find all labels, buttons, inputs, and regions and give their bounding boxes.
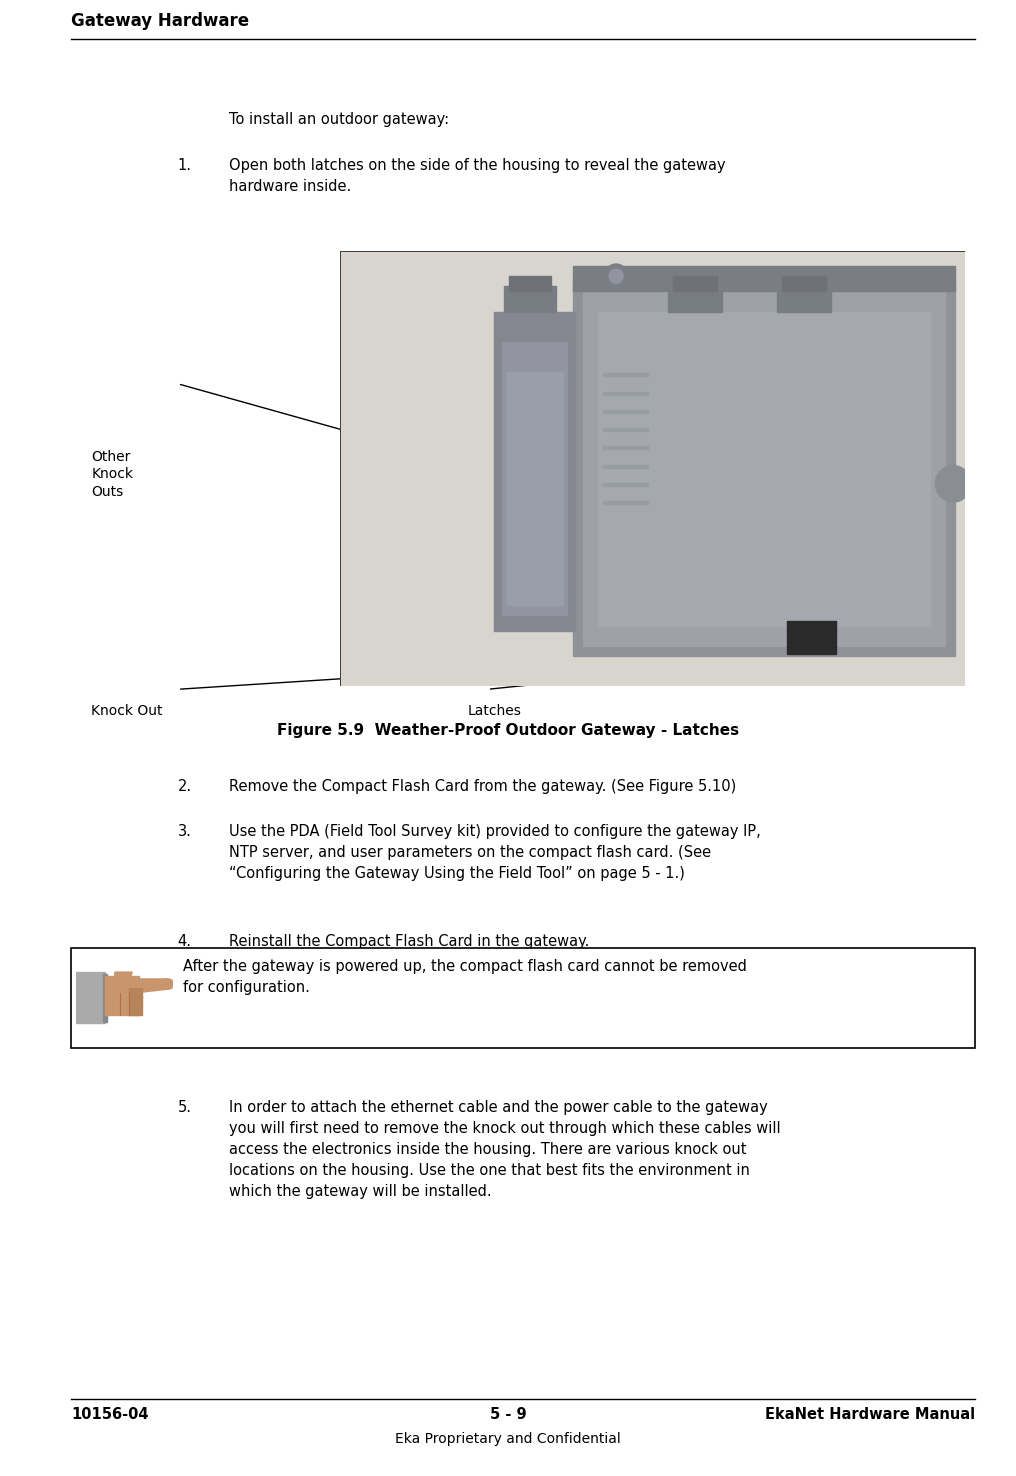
Text: Latches: Latches bbox=[467, 704, 521, 717]
Polygon shape bbox=[673, 276, 717, 291]
Polygon shape bbox=[604, 483, 648, 486]
Text: Knock Out: Knock Out bbox=[91, 704, 163, 717]
Polygon shape bbox=[604, 391, 648, 394]
Text: Eka Proprietary and Confidential: Eka Proprietary and Confidential bbox=[395, 1432, 621, 1445]
Circle shape bbox=[605, 264, 628, 288]
Polygon shape bbox=[494, 311, 575, 630]
Polygon shape bbox=[781, 276, 826, 291]
Text: 4.: 4. bbox=[178, 934, 192, 949]
Text: 2.: 2. bbox=[178, 779, 192, 794]
Text: 3.: 3. bbox=[178, 824, 192, 838]
Circle shape bbox=[163, 979, 174, 989]
Polygon shape bbox=[509, 276, 551, 291]
Text: 1.: 1. bbox=[178, 158, 192, 173]
Text: To install an outdoor gateway:: To install an outdoor gateway: bbox=[229, 112, 449, 127]
Polygon shape bbox=[604, 446, 648, 449]
Text: Open both latches on the side of the housing to reveal the gateway
hardware insi: Open both latches on the side of the hou… bbox=[229, 158, 725, 193]
Polygon shape bbox=[668, 286, 722, 311]
Circle shape bbox=[936, 465, 971, 502]
Text: After the gateway is powered up, the compact flash card cannot be removed
for co: After the gateway is powered up, the com… bbox=[183, 959, 747, 995]
Polygon shape bbox=[129, 987, 142, 998]
Polygon shape bbox=[106, 977, 139, 1015]
FancyBboxPatch shape bbox=[71, 948, 975, 1048]
Polygon shape bbox=[604, 410, 648, 413]
Polygon shape bbox=[507, 372, 563, 605]
Polygon shape bbox=[573, 266, 955, 291]
Text: 10156-04: 10156-04 bbox=[71, 1407, 148, 1421]
Polygon shape bbox=[777, 286, 831, 311]
Polygon shape bbox=[604, 428, 648, 431]
Text: Other
Knock
Outs: Other Knock Outs bbox=[91, 450, 133, 499]
Polygon shape bbox=[786, 620, 836, 654]
Polygon shape bbox=[129, 996, 142, 1007]
Polygon shape bbox=[340, 251, 965, 686]
Polygon shape bbox=[583, 291, 945, 646]
Polygon shape bbox=[502, 342, 568, 615]
Text: Remove the Compact Flash Card from the gateway. (See Figure 5.10): Remove the Compact Flash Card from the g… bbox=[229, 779, 736, 794]
Text: 5.: 5. bbox=[178, 1100, 192, 1114]
Text: Reinstall the Compact Flash Card in the gateway.: Reinstall the Compact Flash Card in the … bbox=[229, 934, 589, 949]
Text: Gateway Hardware: Gateway Hardware bbox=[71, 12, 249, 31]
Circle shape bbox=[610, 269, 623, 283]
Text: 5 - 9: 5 - 9 bbox=[490, 1407, 526, 1421]
Text: EkaNet Hardware Manual: EkaNet Hardware Manual bbox=[765, 1407, 975, 1421]
Polygon shape bbox=[129, 1005, 142, 1015]
Polygon shape bbox=[604, 465, 648, 468]
Polygon shape bbox=[129, 979, 168, 993]
Polygon shape bbox=[573, 282, 955, 655]
Polygon shape bbox=[604, 373, 648, 376]
Polygon shape bbox=[604, 500, 648, 505]
Polygon shape bbox=[76, 973, 106, 1023]
Polygon shape bbox=[115, 973, 132, 983]
Text: In order to attach the ethernet cable and the power cable to the gateway
you wil: In order to attach the ethernet cable an… bbox=[229, 1100, 780, 1199]
Text: Figure 5.9  Weather-Proof Outdoor Gateway - Latches: Figure 5.9 Weather-Proof Outdoor Gateway… bbox=[277, 723, 739, 738]
Polygon shape bbox=[104, 974, 107, 1021]
Text: Use the PDA (Field Tool Survey kit) provided to configure the gateway IP,
NTP se: Use the PDA (Field Tool Survey kit) prov… bbox=[229, 824, 760, 881]
Polygon shape bbox=[504, 286, 556, 311]
Polygon shape bbox=[598, 311, 931, 626]
